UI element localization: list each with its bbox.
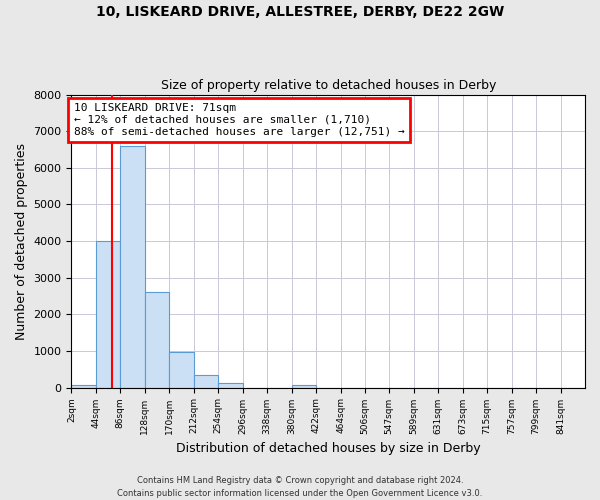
Y-axis label: Number of detached properties: Number of detached properties xyxy=(15,142,28,340)
Bar xyxy=(96,241,121,388)
X-axis label: Distribution of detached houses by size in Derby: Distribution of detached houses by size … xyxy=(176,442,481,455)
Bar xyxy=(169,352,194,388)
Title: Size of property relative to detached houses in Derby: Size of property relative to detached ho… xyxy=(161,79,496,92)
Text: 10 LISKEARD DRIVE: 71sqm
← 12% of detached houses are smaller (1,710)
88% of sem: 10 LISKEARD DRIVE: 71sqm ← 12% of detach… xyxy=(74,104,405,136)
Bar xyxy=(218,383,243,388)
Bar xyxy=(121,146,145,388)
Bar xyxy=(194,375,218,388)
Text: 10, LISKEARD DRIVE, ALLESTREE, DERBY, DE22 2GW: 10, LISKEARD DRIVE, ALLESTREE, DERBY, DE… xyxy=(96,5,504,19)
Bar xyxy=(71,386,96,388)
Bar xyxy=(292,386,316,388)
Text: Contains HM Land Registry data © Crown copyright and database right 2024.
Contai: Contains HM Land Registry data © Crown c… xyxy=(118,476,482,498)
Bar xyxy=(145,292,169,388)
